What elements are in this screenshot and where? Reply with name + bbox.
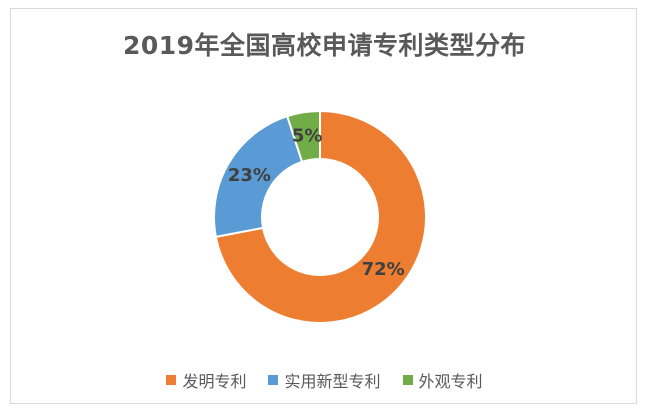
data-label-design: 5% — [292, 126, 323, 147]
legend-label-invention: 发明专利 — [182, 372, 247, 391]
legend-label-utility-model: 实用新型专利 — [284, 372, 381, 391]
donut-slice-design — [285, 109, 321, 164]
legend-item-design: 外观专利 — [402, 368, 483, 392]
legend-swatch-invention — [166, 375, 177, 385]
chart-legend: 发明专利 实用新型专利 外观专利 — [0, 368, 649, 392]
legend-item-invention: 发明专利 — [166, 368, 246, 392]
data-label-utility-model: 23% — [228, 165, 271, 186]
legend-swatch-utility-model — [268, 375, 279, 385]
data-label-invention: 72% — [362, 259, 405, 280]
legend-label-design: 外观专利 — [418, 372, 483, 391]
legend-item-utility-model: 实用新型专利 — [268, 368, 381, 392]
chart-frame — [10, 8, 637, 404]
chart-title: 2019年全国高校申请专利类型分布 — [122, 31, 527, 60]
legend-swatch-design — [402, 375, 413, 385]
donut-slice-invention — [214, 109, 427, 324]
